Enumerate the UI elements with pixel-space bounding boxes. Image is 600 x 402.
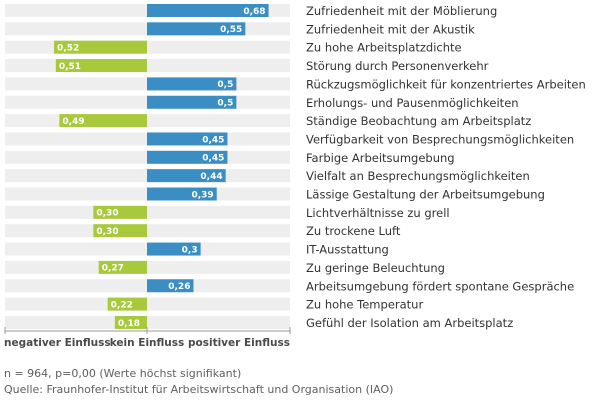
bar-value-label: 0,49: [62, 117, 84, 127]
row-background: [5, 224, 290, 238]
category-label: Zu trockene Luft: [306, 224, 401, 238]
category-label: Lichtverhältnisse zu grell: [306, 206, 450, 220]
row-background: [5, 260, 290, 274]
axis-label-center: kein Einfluss: [110, 337, 185, 349]
category-label: Vielfalt an Besprechungsmöglichkeiten: [306, 169, 530, 183]
bar-value-label: 0,30: [96, 209, 118, 219]
row-background: [5, 40, 290, 54]
bar-value-label: 0,5: [217, 80, 233, 90]
category-label: Störung durch Personenverkehr: [306, 59, 489, 73]
category-label: Gefühl der Isolation am Arbeitsplatz: [306, 316, 513, 330]
bar: [93, 224, 147, 238]
axis-label-negative: negativer Einfluss: [4, 337, 111, 349]
category-label: Verfügbarkeit von Besprechungsmöglichkei…: [306, 132, 574, 146]
bar-value-label: 0,3: [182, 245, 198, 255]
bar-value-label: 0,18: [118, 319, 140, 329]
bar-value-label: 0,45: [202, 135, 224, 145]
footer-source: Quelle: Fraunhofer-Institut für Arbeitsw…: [4, 383, 394, 396]
category-label: Zufriedenheit mit der Akustik: [306, 22, 475, 36]
bar: [55, 59, 147, 73]
bar: [147, 132, 228, 146]
bar-value-label: 0,52: [57, 44, 79, 54]
bar-value-label: 0,27: [102, 264, 124, 274]
footer-note: n = 964, p=0,00 (Werte höchst signifikan…: [4, 367, 242, 380]
bar: [147, 187, 217, 201]
bar: [114, 315, 147, 329]
bar: [98, 260, 147, 274]
category-label: Zu hohe Temperatur: [306, 298, 423, 312]
category-label: Rückzugsmöglichkeit für konzentriertes A…: [306, 77, 586, 91]
row-background: [5, 205, 290, 219]
bar: [147, 169, 226, 183]
category-label: Lässige Gestaltung der Arbeitsumgebung: [306, 188, 545, 202]
bar: [147, 150, 228, 164]
bar: [54, 40, 147, 54]
bar-value-label: 0,45: [202, 154, 224, 164]
bar: [147, 242, 201, 256]
bar: [147, 22, 246, 36]
category-label: Arbeitsumgebung fördert spontane Gespräc…: [306, 279, 574, 293]
category-label: Zu hohe Arbeitsplatzdichte: [306, 41, 462, 55]
category-label: IT-Ausstattung: [306, 243, 389, 257]
category-label: Zufriedenheit mit der Möblierung: [306, 4, 497, 18]
bar: [147, 77, 237, 91]
bar-value-label: 0,26: [168, 282, 190, 292]
category-label: Erholungs- und Pausenmöglichkeiten: [306, 96, 519, 110]
axis-label-positive: positiver Einfluss: [188, 337, 290, 349]
bar: [107, 297, 147, 311]
category-label: Ständige Beobachtung am Arbeitsplatz: [306, 114, 531, 128]
row-background: [5, 297, 290, 311]
bar-value-label: 0,5: [217, 99, 233, 109]
bar-value-label: 0,22: [111, 300, 133, 310]
category-label: Zu geringe Beleuchtung: [306, 261, 445, 275]
bar-value-label: 0,30: [96, 227, 118, 237]
category-label: Farbige Arbeitsumgebung: [306, 151, 455, 165]
row-background: [5, 59, 290, 73]
bar-value-label: 0,44: [200, 172, 222, 182]
bar-value-label: 0,68: [243, 7, 265, 17]
bar: [147, 95, 237, 109]
bar: [147, 4, 269, 17]
bar-value-label: 0,39: [191, 190, 213, 200]
bar: [59, 114, 147, 128]
bar: [147, 279, 194, 293]
bar-value-label: 0,51: [59, 62, 81, 72]
row-background: [5, 114, 290, 128]
bar-value-label: 0,55: [220, 25, 242, 35]
row-background: [5, 315, 290, 329]
bar: [93, 205, 147, 219]
